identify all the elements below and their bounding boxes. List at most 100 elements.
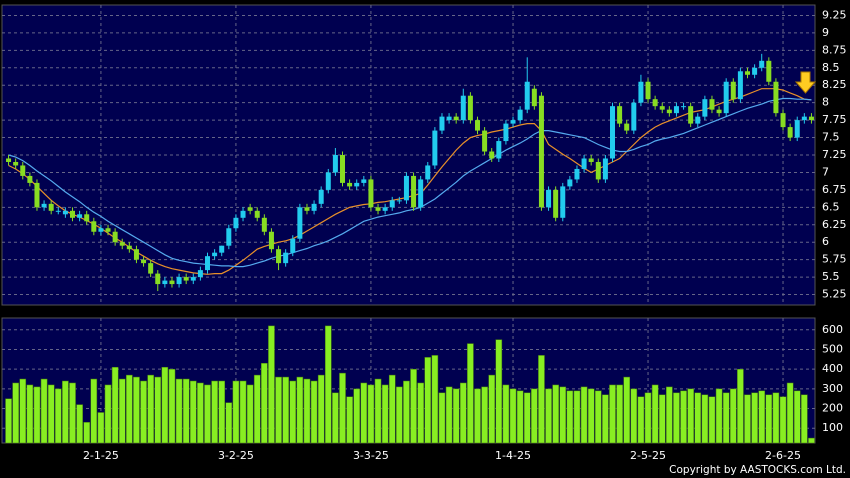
- candle-body: [610, 106, 615, 159]
- volume-bar: [509, 388, 517, 444]
- volume-bar: [722, 392, 730, 444]
- candle-body: [453, 116, 459, 121]
- candle-body: [290, 238, 296, 253]
- y-tick-label: 6.75: [822, 183, 847, 196]
- volume-bar: [609, 384, 616, 444]
- candle-body: [226, 228, 232, 246]
- volume-bar: [538, 355, 545, 444]
- volume-bar: [751, 392, 758, 444]
- candle-body: [567, 179, 573, 187]
- volume-bar: [516, 390, 524, 444]
- x-tick-label: 2-1-25: [83, 449, 119, 462]
- candle-body: [169, 280, 175, 285]
- volume-bar: [680, 390, 687, 444]
- candle-body: [318, 189, 324, 204]
- candle-body: [34, 182, 40, 208]
- candle-body: [98, 228, 104, 232]
- volume-bar: [282, 376, 289, 444]
- candle-body: [773, 81, 779, 114]
- candle-body: [183, 277, 189, 281]
- volume-bar: [182, 378, 190, 444]
- volume-bar: [396, 386, 403, 444]
- candle-body: [716, 109, 722, 114]
- candle-body: [84, 214, 90, 222]
- volume-bar: [154, 376, 162, 444]
- candle-body: [482, 130, 488, 152]
- candle-body: [673, 106, 679, 114]
- volume-bar: [332, 392, 339, 444]
- volume-bar: [630, 388, 638, 444]
- volume-bar: [374, 378, 382, 444]
- volume-bar: [33, 386, 41, 444]
- candle-body: [133, 249, 139, 260]
- volume-bar: [211, 380, 218, 444]
- candle-body: [595, 161, 601, 180]
- candle-body: [496, 141, 502, 159]
- volume-bar: [573, 390, 581, 444]
- candle-body: [283, 252, 289, 264]
- volume-bar: [381, 384, 389, 444]
- candle-body: [709, 99, 715, 110]
- candle-body: [439, 116, 445, 131]
- candle-body: [411, 175, 417, 208]
- volume-bar: [410, 368, 417, 444]
- volume-bar: [147, 374, 154, 444]
- y-tick-label: 8.25: [822, 78, 847, 91]
- volume-bar: [168, 368, 176, 444]
- volume-bar: [403, 380, 410, 444]
- y-tick-label: 9: [822, 26, 829, 39]
- volume-bar: [261, 363, 268, 444]
- volume-bar: [580, 386, 588, 444]
- volume-bar: [545, 388, 552, 444]
- candle-body: [20, 165, 26, 176]
- volume-bar: [594, 390, 602, 444]
- volume-bar: [431, 355, 439, 444]
- candle-body: [13, 161, 19, 166]
- candle-body: [176, 277, 182, 285]
- volume-bar: [658, 394, 666, 444]
- candle-body: [212, 252, 218, 257]
- volume-bar: [204, 384, 211, 444]
- volume-bar: [197, 382, 204, 444]
- candle-body: [560, 186, 566, 218]
- volume-bar: [701, 394, 709, 444]
- volume-bar: [481, 386, 488, 444]
- volume-bar: [118, 378, 126, 444]
- volume-bar: [161, 366, 169, 444]
- candle-body: [304, 207, 310, 211]
- volume-bar: [353, 388, 361, 444]
- candle-body: [801, 116, 807, 121]
- y-tick-label: 7.75: [822, 113, 847, 126]
- y-tick-label: 600: [822, 323, 843, 336]
- candle-body: [276, 249, 282, 264]
- candle-body: [524, 81, 530, 110]
- volume-bar: [474, 388, 481, 444]
- candle-body: [332, 155, 338, 173]
- candle-body: [126, 245, 132, 250]
- candle-body: [382, 207, 388, 211]
- volume-bar: [708, 396, 716, 444]
- volume-bar: [729, 388, 737, 444]
- volume-bar: [687, 388, 694, 444]
- y-tick-label: 6: [822, 235, 829, 248]
- volume-bar: [54, 388, 62, 444]
- candle-body: [425, 165, 431, 180]
- candle-body: [375, 207, 381, 211]
- candle-body: [77, 214, 83, 218]
- candle-body: [446, 116, 452, 121]
- candle-body: [531, 88, 537, 107]
- volume-bar: [175, 378, 183, 444]
- volume-bar: [339, 372, 346, 444]
- candle-body: [574, 168, 580, 180]
- candle-body: [190, 277, 196, 281]
- candle-body: [602, 158, 608, 180]
- volume-bar: [587, 388, 595, 444]
- volume-bar: [324, 325, 332, 444]
- candle-body: [389, 200, 395, 208]
- candle-body: [112, 231, 118, 243]
- y-tick-label: 9.25: [822, 8, 847, 21]
- volume-bar: [367, 384, 375, 444]
- candle-body: [546, 189, 552, 208]
